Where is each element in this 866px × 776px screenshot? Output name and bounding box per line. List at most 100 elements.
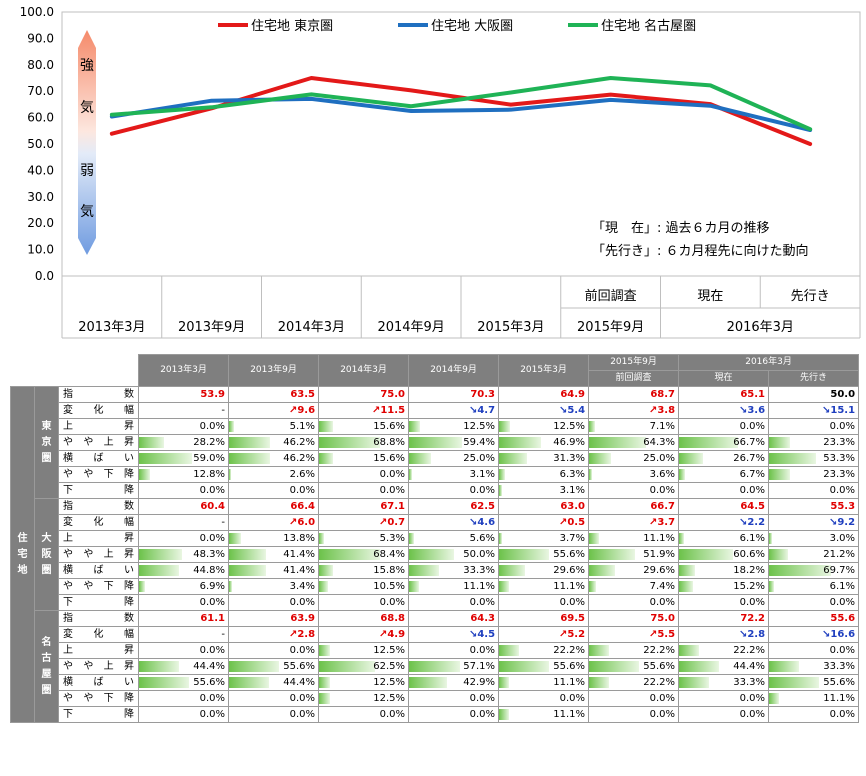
percent-value: 0.0% bbox=[289, 645, 316, 656]
percent-bar bbox=[769, 565, 832, 576]
percent-cell: 0.0% bbox=[408, 706, 500, 723]
percent-value: 5.3% bbox=[379, 533, 406, 544]
percent-bar bbox=[769, 581, 775, 592]
index-value: 66.4 bbox=[228, 498, 320, 515]
percent-cell: 0.0% bbox=[768, 482, 860, 499]
percent-cell: 59.4% bbox=[408, 434, 500, 451]
percent-cell: 0.0% bbox=[768, 418, 860, 435]
percent-value: 3.4% bbox=[289, 581, 316, 592]
percent-bar bbox=[229, 565, 266, 576]
percent-value: 7.4% bbox=[649, 581, 676, 592]
percent-bar bbox=[589, 677, 609, 688]
percent-value: 29.6% bbox=[553, 565, 586, 576]
percent-cell: 0.0% bbox=[678, 482, 770, 499]
table-row: 変 化 幅 - ↗6.0 ↗0.7 ↘4.6 ↗0.5 ↗3.7 ↘2.2 ↘9.2 bbox=[11, 514, 860, 531]
percent-cell: 6.1% bbox=[768, 578, 860, 595]
notes-box: 「現 在」: 過去６カ月の推移「先行き」: ６カ月程先に向けた動向 bbox=[586, 213, 856, 265]
percent-value: 44.4% bbox=[283, 677, 316, 688]
percent-value: 3.7% bbox=[559, 533, 586, 544]
percent-bar bbox=[679, 581, 693, 592]
percent-cell: 2.6% bbox=[228, 466, 320, 483]
percent-cell: 0.0% bbox=[408, 594, 500, 611]
index-value: 63.5 bbox=[228, 386, 320, 403]
percent-cell: 29.6% bbox=[498, 562, 590, 579]
percent-value: 6.1% bbox=[739, 533, 766, 544]
percent-bar bbox=[679, 677, 709, 688]
row-label: 指 数 bbox=[57, 386, 140, 403]
percent-value: 59.0% bbox=[193, 453, 226, 464]
percent-cell: 0.0% bbox=[318, 466, 410, 483]
percent-bar bbox=[499, 421, 511, 432]
percent-value: 0.0% bbox=[829, 421, 856, 432]
percent-cell: 22.2% bbox=[588, 674, 680, 691]
percent-value: 15.2% bbox=[733, 581, 766, 592]
percent-cell: 44.4% bbox=[228, 674, 320, 691]
percent-value: 22.2% bbox=[553, 645, 586, 656]
percent-cell: 11.1% bbox=[498, 674, 590, 691]
table-row: 横 ば い 55.6% 44.4% 12.5% 42.9% 11.1% 22.2% 33.3%… bbox=[11, 674, 860, 691]
percent-bar bbox=[409, 677, 448, 688]
percent-value: 7.1% bbox=[649, 421, 676, 432]
percent-cell: 69.7% bbox=[768, 562, 860, 579]
x-tick-label: 2013年3月 bbox=[78, 320, 145, 335]
percent-cell: 3.1% bbox=[498, 482, 590, 499]
percent-bar bbox=[589, 549, 636, 560]
index-value: 64.9 bbox=[498, 386, 590, 403]
percent-bar bbox=[229, 421, 234, 432]
percent-value: 0.0% bbox=[199, 693, 226, 704]
table-row: や や 上 昇 48.3% 41.4% 68.4% 50.0% 55.6% 51.9% 60.… bbox=[11, 546, 860, 563]
percent-cell: 0.0% bbox=[678, 690, 770, 707]
legend: 住宅地 東京圏 住宅地 大阪圏 住宅地 名古屋圏 bbox=[218, 18, 696, 34]
note-text: 「先行き」: ６カ月程先に向けた動向 bbox=[592, 243, 809, 259]
percent-cell: 5.1% bbox=[228, 418, 320, 435]
table-header: 2015年3月 bbox=[498, 354, 590, 387]
percent-bar bbox=[409, 565, 439, 576]
percent-bar bbox=[589, 533, 599, 544]
change-value: ↘4.6 bbox=[408, 514, 500, 531]
percent-cell: 46.2% bbox=[228, 450, 320, 467]
percent-value: 15.8% bbox=[373, 565, 406, 576]
percent-cell: 55.6% bbox=[498, 546, 590, 563]
index-value: 63.9 bbox=[228, 610, 320, 627]
percent-bar bbox=[769, 533, 772, 544]
percent-bar bbox=[409, 421, 421, 432]
percent-bar bbox=[589, 565, 616, 576]
change-value: ↗3.7 bbox=[588, 514, 680, 531]
percent-value: 41.4% bbox=[283, 549, 316, 560]
percent-value: 26.7% bbox=[733, 453, 766, 464]
percent-cell: 15.6% bbox=[318, 450, 410, 467]
percent-bar bbox=[679, 645, 699, 656]
percent-bar bbox=[589, 453, 612, 464]
percent-cell: 23.3% bbox=[768, 434, 860, 451]
percent-bar bbox=[139, 549, 183, 560]
percent-cell: 3.0% bbox=[768, 530, 860, 547]
table-header: 2016年3月 bbox=[678, 354, 860, 371]
percent-cell: 0.0% bbox=[228, 642, 320, 659]
percent-cell: 0.0% bbox=[408, 690, 500, 707]
percent-value: 53.3% bbox=[823, 453, 856, 464]
percent-bar bbox=[499, 581, 509, 592]
percent-cell: 25.0% bbox=[588, 450, 680, 467]
percent-bar bbox=[769, 677, 819, 688]
row-label: や や 下 降 bbox=[57, 690, 140, 707]
row-label: や や 上 昇 bbox=[57, 434, 140, 451]
percent-cell: 51.9% bbox=[588, 546, 680, 563]
percent-bar bbox=[409, 437, 462, 448]
percent-cell: 33.3% bbox=[408, 562, 500, 579]
percent-value: 0.0% bbox=[469, 597, 496, 608]
line-chart: 0.0 10.0 20.0 30.0 40.0 50.0 60.0 70.0 80.0 90.0 1… bbox=[20, 5, 861, 339]
change-value: ↘4.5 bbox=[408, 626, 500, 643]
percent-bar bbox=[589, 581, 596, 592]
percent-value: 0.0% bbox=[469, 693, 496, 704]
table-header: 2013年3月 bbox=[138, 354, 230, 387]
percent-cell: 12.5% bbox=[318, 690, 410, 707]
percent-value: 0.0% bbox=[379, 597, 406, 608]
percent-cell: 33.3% bbox=[768, 658, 860, 675]
row-label: 上 昇 bbox=[57, 418, 140, 435]
percent-bar bbox=[319, 421, 333, 432]
row-label: 指 数 bbox=[57, 498, 140, 515]
percent-cell: 42.9% bbox=[408, 674, 500, 691]
percent-cell: 46.9% bbox=[498, 434, 590, 451]
percent-value: 0.0% bbox=[649, 485, 676, 496]
percent-cell: 53.3% bbox=[768, 450, 860, 467]
